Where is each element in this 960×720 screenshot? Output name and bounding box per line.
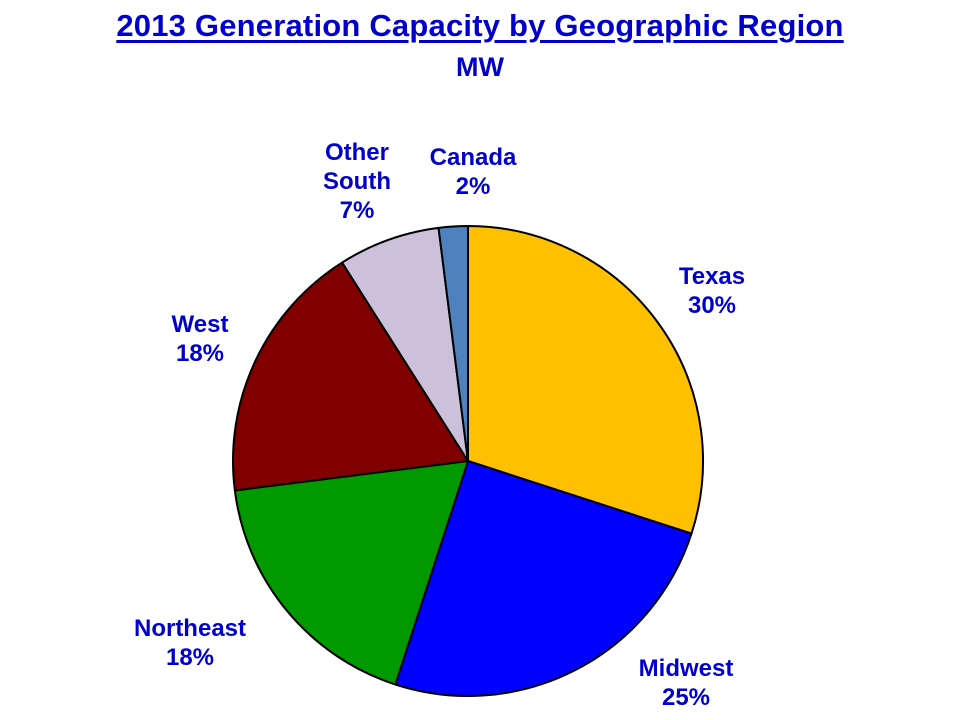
slice-label-northeast: Northeast 18%	[110, 614, 270, 672]
slice-percent-midwest: 25%	[661, 684, 711, 711]
slice-percent-texas: 30%	[687, 292, 737, 319]
pie-slice-northeast	[233, 460, 469, 686]
slice-percent-northeast: 18%	[165, 644, 215, 671]
chart-subtitle: MW	[456, 52, 504, 82]
slice-label-west: West 18%	[120, 310, 280, 368]
slice-label-other-south: Other South 7%	[277, 138, 437, 225]
slice-percent-canada: 2%	[455, 173, 491, 200]
pie-slice-texas	[467, 225, 704, 535]
slice-label-canada: Canada 2%	[393, 143, 553, 201]
slice-label-midwest: Midwest 25%	[606, 654, 766, 712]
slice-percent-west: 18%	[175, 340, 225, 367]
pie-slice-west	[232, 261, 469, 492]
chart-title: 2013 Generation Capacity by Geographic R…	[116, 8, 844, 43]
pie-slice-canada	[437, 224, 469, 462]
pie-slice-other-south	[341, 226, 469, 462]
slice-label-texas: Texas 30%	[632, 262, 792, 320]
pie-slice-midwest	[394, 460, 693, 697]
slice-percent-other-south: 7%	[339, 196, 375, 224]
